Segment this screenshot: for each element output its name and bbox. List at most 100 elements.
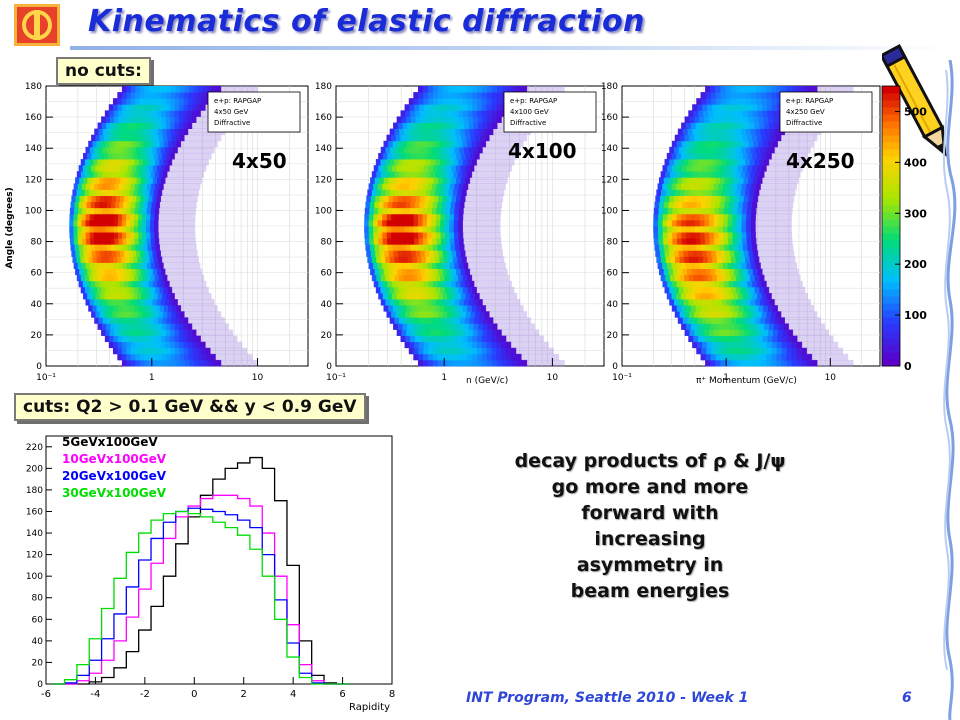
heat-tail: [462, 226, 501, 233]
heat-cell: [705, 201, 711, 209]
heat-tail: [774, 299, 811, 306]
heat-cell: [467, 353, 473, 361]
colorbar-step: [882, 275, 900, 283]
heat-cell: [759, 323, 765, 330]
heat-cell: [126, 341, 132, 349]
heat-cell: [147, 183, 152, 190]
heat-cell: [759, 286, 765, 294]
heat-cell: [98, 146, 103, 154]
heat-tail: [462, 213, 501, 221]
heat-cell: [711, 159, 718, 166]
heat-cell: [80, 274, 86, 282]
heat-cell: [765, 317, 771, 324]
heat-cell: [712, 189, 718, 196]
heat-cell: [79, 250, 84, 257]
heat-cell: [437, 134, 443, 142]
heat-cell: [144, 353, 149, 361]
heat-tail: [489, 134, 528, 142]
heat-cell: [84, 189, 90, 196]
y-tick-label: 100: [26, 572, 43, 582]
heat-cell: [686, 165, 692, 172]
heat-cell: [428, 311, 434, 318]
heat-cell: [740, 286, 746, 294]
heat-cell: [87, 177, 92, 184]
heat-cell: [122, 262, 128, 270]
heat-cell: [149, 292, 155, 300]
heat-tail: [215, 353, 253, 361]
heat-cell: [685, 152, 691, 160]
heat-cell: [389, 317, 395, 324]
heat-cell: [683, 146, 689, 154]
heat-cell: [134, 232, 139, 239]
y-tick-label: 140: [601, 144, 618, 154]
heat-cell: [726, 286, 732, 294]
heat-cell: [375, 195, 381, 203]
heat-cell: [442, 292, 448, 300]
colorbar-step: [882, 268, 900, 276]
heat-cell: [97, 286, 102, 294]
colorbar-step: [882, 177, 900, 185]
heat-cell: [676, 262, 682, 270]
heat-cell: [414, 104, 420, 111]
heat-cell: [721, 256, 727, 263]
heat-cell: [442, 134, 448, 142]
heat-cell: [426, 226, 432, 233]
heat-cell: [739, 250, 745, 257]
heat-cell: [166, 323, 171, 330]
heat-cell: [105, 305, 110, 312]
heat-cell: [721, 171, 727, 178]
heat-cell: [166, 347, 171, 355]
heat-cell: [130, 335, 136, 343]
heat-cell: [482, 110, 488, 117]
heat-cell: [747, 201, 753, 209]
heat-cell: [410, 329, 417, 336]
heat-cell: [139, 359, 145, 367]
heat-cell: [444, 159, 450, 166]
heat-cell: [729, 140, 735, 148]
heat-cell: [130, 207, 136, 215]
heat-cell: [701, 250, 707, 257]
heat-tail: [160, 250, 198, 257]
heat-cell: [771, 98, 777, 105]
heat-cell: [482, 359, 488, 367]
heat-cell: [121, 359, 127, 367]
heat-cell: [378, 152, 384, 160]
heat-cell: [745, 274, 751, 282]
heat-cell: [429, 195, 435, 203]
heat-cell: [444, 219, 450, 227]
heat-cell: [398, 159, 404, 166]
heat-cell: [736, 317, 742, 324]
heat-cell: [690, 219, 696, 227]
heat-cell: [113, 226, 119, 233]
heat-cell: [121, 189, 126, 196]
heat-cell: [428, 292, 434, 300]
heat-cell: [443, 341, 449, 349]
heat-cell: [377, 183, 383, 190]
heat-cell: [91, 152, 96, 160]
heat-cell: [423, 104, 430, 111]
heat-cell: [460, 280, 466, 288]
colorbar-step: [882, 128, 900, 136]
heat-cell: [124, 317, 129, 324]
heat-cell: [760, 128, 766, 136]
heat-cell: [158, 274, 164, 282]
heat-cell: [99, 195, 105, 203]
heat-cell: [691, 207, 697, 215]
heat-cell: [428, 347, 434, 355]
heat-cell: [115, 165, 121, 172]
heat-cell: [710, 244, 716, 251]
heat-cell: [382, 183, 388, 190]
heat-cell: [98, 244, 104, 251]
y-tick-label: 0: [612, 362, 618, 372]
heat-cell: [124, 128, 129, 136]
heat-cell: [459, 323, 465, 330]
heat-cell: [447, 152, 453, 160]
heat-cell: [109, 116, 115, 123]
heat-cell: [457, 305, 463, 312]
heat-cell: [413, 317, 419, 324]
heat-cell: [749, 323, 755, 330]
heat-cell: [117, 286, 123, 294]
heat-cell: [410, 116, 417, 123]
heat-cell: [380, 171, 386, 178]
heat-cell: [412, 256, 418, 263]
